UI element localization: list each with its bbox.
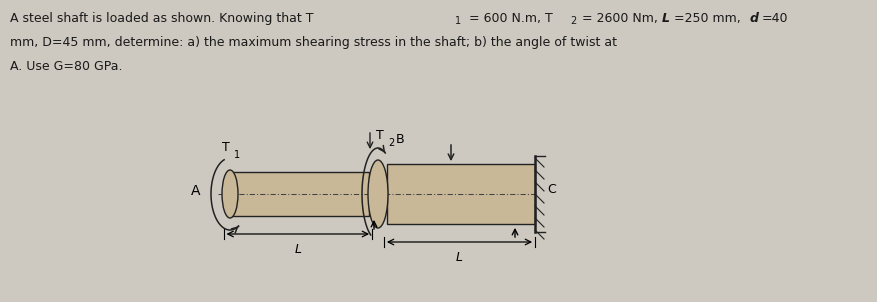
Text: A: A: [190, 184, 200, 198]
Ellipse shape: [222, 170, 238, 218]
Text: =40: =40: [762, 12, 788, 25]
Text: B: B: [396, 133, 404, 146]
Text: mm, D=45 mm, determine: a) the maximum shearing stress in the shaft; b) the angl: mm, D=45 mm, determine: a) the maximum s…: [10, 36, 617, 49]
Polygon shape: [230, 172, 369, 216]
Text: = 600 N.m, T: = 600 N.m, T: [465, 12, 553, 25]
Ellipse shape: [368, 160, 388, 228]
Text: A. Use G=80 GPa.: A. Use G=80 GPa.: [10, 60, 123, 73]
Text: d: d: [750, 12, 759, 25]
Text: C: C: [547, 184, 556, 197]
Text: T: T: [376, 129, 384, 142]
Text: 2: 2: [388, 138, 395, 148]
Text: T: T: [222, 141, 230, 154]
Text: = 2600 Nm,: = 2600 Nm,: [578, 12, 662, 25]
Text: A steel shaft is loaded as shown. Knowing that T: A steel shaft is loaded as shown. Knowin…: [10, 12, 313, 25]
Text: L: L: [456, 251, 463, 264]
Text: 1: 1: [234, 150, 240, 160]
Text: 1: 1: [455, 16, 461, 26]
Text: L: L: [295, 243, 302, 256]
Text: =250 mm,: =250 mm,: [674, 12, 745, 25]
Polygon shape: [387, 164, 535, 224]
Text: 2: 2: [570, 16, 576, 26]
Text: L: L: [662, 12, 670, 25]
